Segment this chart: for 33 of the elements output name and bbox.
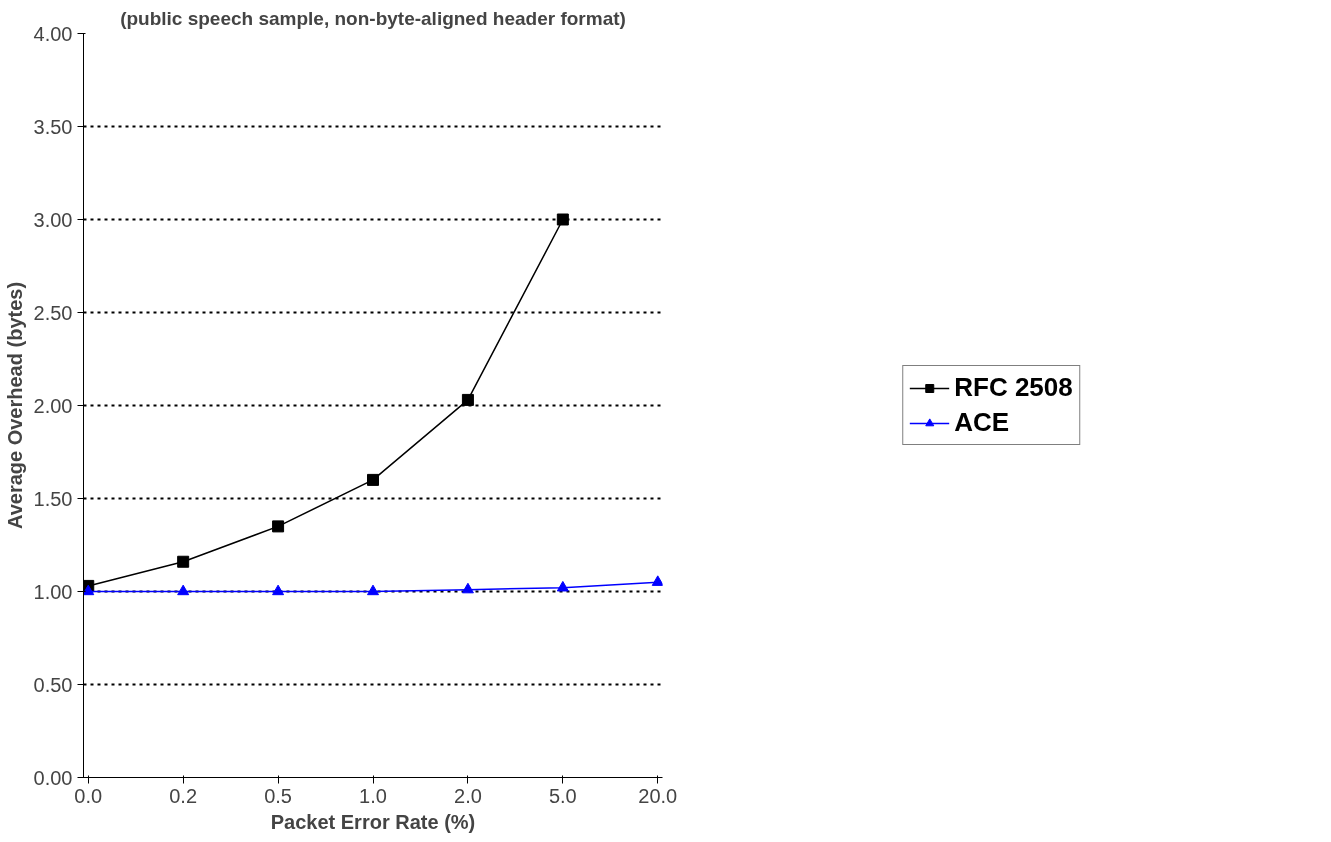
- y-tick-label: 3.50: [33, 115, 73, 138]
- point: [177, 584, 190, 596]
- x-tick-label: 0.5: [264, 784, 292, 807]
- point: [651, 575, 663, 586]
- point: [556, 580, 569, 592]
- point: [272, 584, 285, 596]
- point: [556, 213, 569, 226]
- y-tick-label: 1.00: [33, 580, 73, 603]
- y-tick-label: 3.00: [33, 208, 73, 231]
- point: [272, 520, 285, 533]
- y-tick-label: 2.50: [33, 301, 73, 324]
- point: [367, 584, 379, 596]
- x-tick-label: 0.2: [169, 784, 198, 807]
- x-tick-label: 2.0: [454, 784, 482, 807]
- point: [461, 582, 474, 594]
- legend-label: RFC 2508: [954, 372, 1073, 403]
- point: [461, 393, 474, 406]
- x-tick-label: 1.0: [359, 784, 387, 807]
- point: [177, 555, 190, 568]
- y-tick-label: 2.00: [33, 394, 73, 417]
- y-tick-label: 0.50: [33, 673, 73, 696]
- x-tick-label: 20.0: [638, 784, 678, 807]
- y-tick-label: 1.50: [33, 487, 73, 510]
- point: [83, 584, 95, 596]
- x-tick-label: 0.0: [74, 784, 103, 807]
- legend-label: ACE: [954, 407, 1010, 438]
- point: [367, 473, 379, 486]
- chart-title: (public speech sample, non-byte-aligned header format): [120, 7, 626, 29]
- y-tick-label: 0.00: [33, 766, 73, 789]
- x-axis-title: Packet Error Rate (%): [270, 810, 476, 833]
- y-axis-title: Average Overhead (bytes): [3, 281, 26, 530]
- y-tick-label: 4.00: [33, 22, 73, 45]
- x-tick-label: 5.0: [548, 784, 577, 807]
